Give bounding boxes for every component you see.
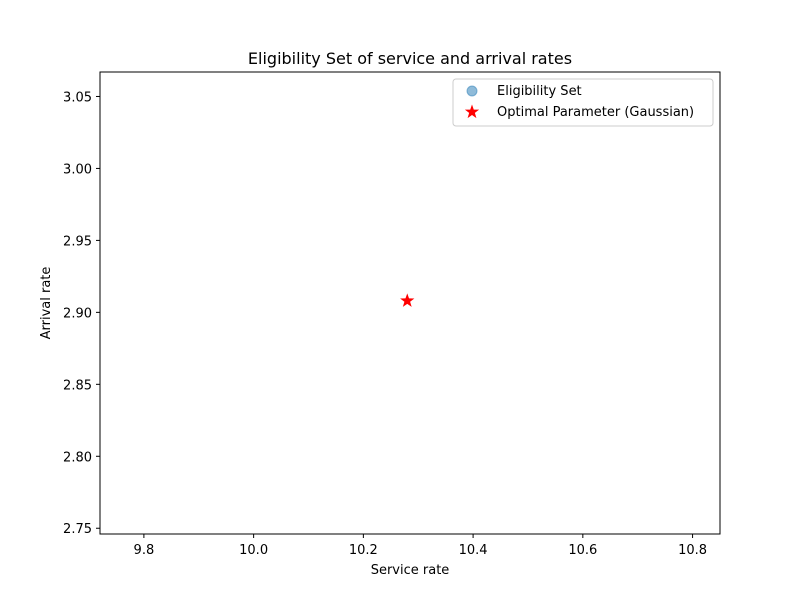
y-tick-label: 2.80 [63,450,92,465]
optimal-parameter-point [400,293,415,307]
x-axis: 9.8 10.0 10.2 10.4 10.6 10.8 [134,534,707,558]
legend-frame [452,78,714,127]
chart-title: Eligibility Set of service and arrival r… [248,49,572,68]
x-tick-label: 10.0 [239,543,268,558]
y-tick-label: 3.05 [63,90,92,105]
plot-frame [99,71,721,535]
y-tick-label: 2.85 [63,378,92,393]
y-tick-label: 3.00 [63,162,92,177]
x-axis-label: Service rate [371,563,450,578]
y-axis: 2.75 2.80 2.85 2.90 2.95 3.00 3.05 [63,90,100,537]
y-tick-label: 2.95 [63,234,92,249]
x-tick-label: 10.8 [678,543,707,558]
x-tick-label: 10.6 [568,543,597,558]
legend-marker-optimal-parameter [464,104,480,119]
y-axis-label: Arrival rate [39,267,54,340]
plot-area: 9.8 10.0 10.2 10.4 10.6 10.8 2.75 2.80 2.85 2.90… [63,71,721,558]
legend-label-eligibility-set: Eligibility Set [497,84,582,99]
legend-marker-eligibility-set [466,85,478,97]
data-points [400,293,415,307]
x-tick-label: 10.2 [349,543,378,558]
y-tick-label: 2.75 [63,522,92,537]
x-tick-label: 10.4 [459,543,488,558]
y-tick-label: 2.90 [63,306,92,321]
legend: Eligibility Set Optimal Parameter (Gauss… [452,78,714,127]
x-tick-label: 9.8 [134,543,155,558]
legend-label-optimal-parameter: Optimal Parameter (Gaussian) [497,105,694,120]
